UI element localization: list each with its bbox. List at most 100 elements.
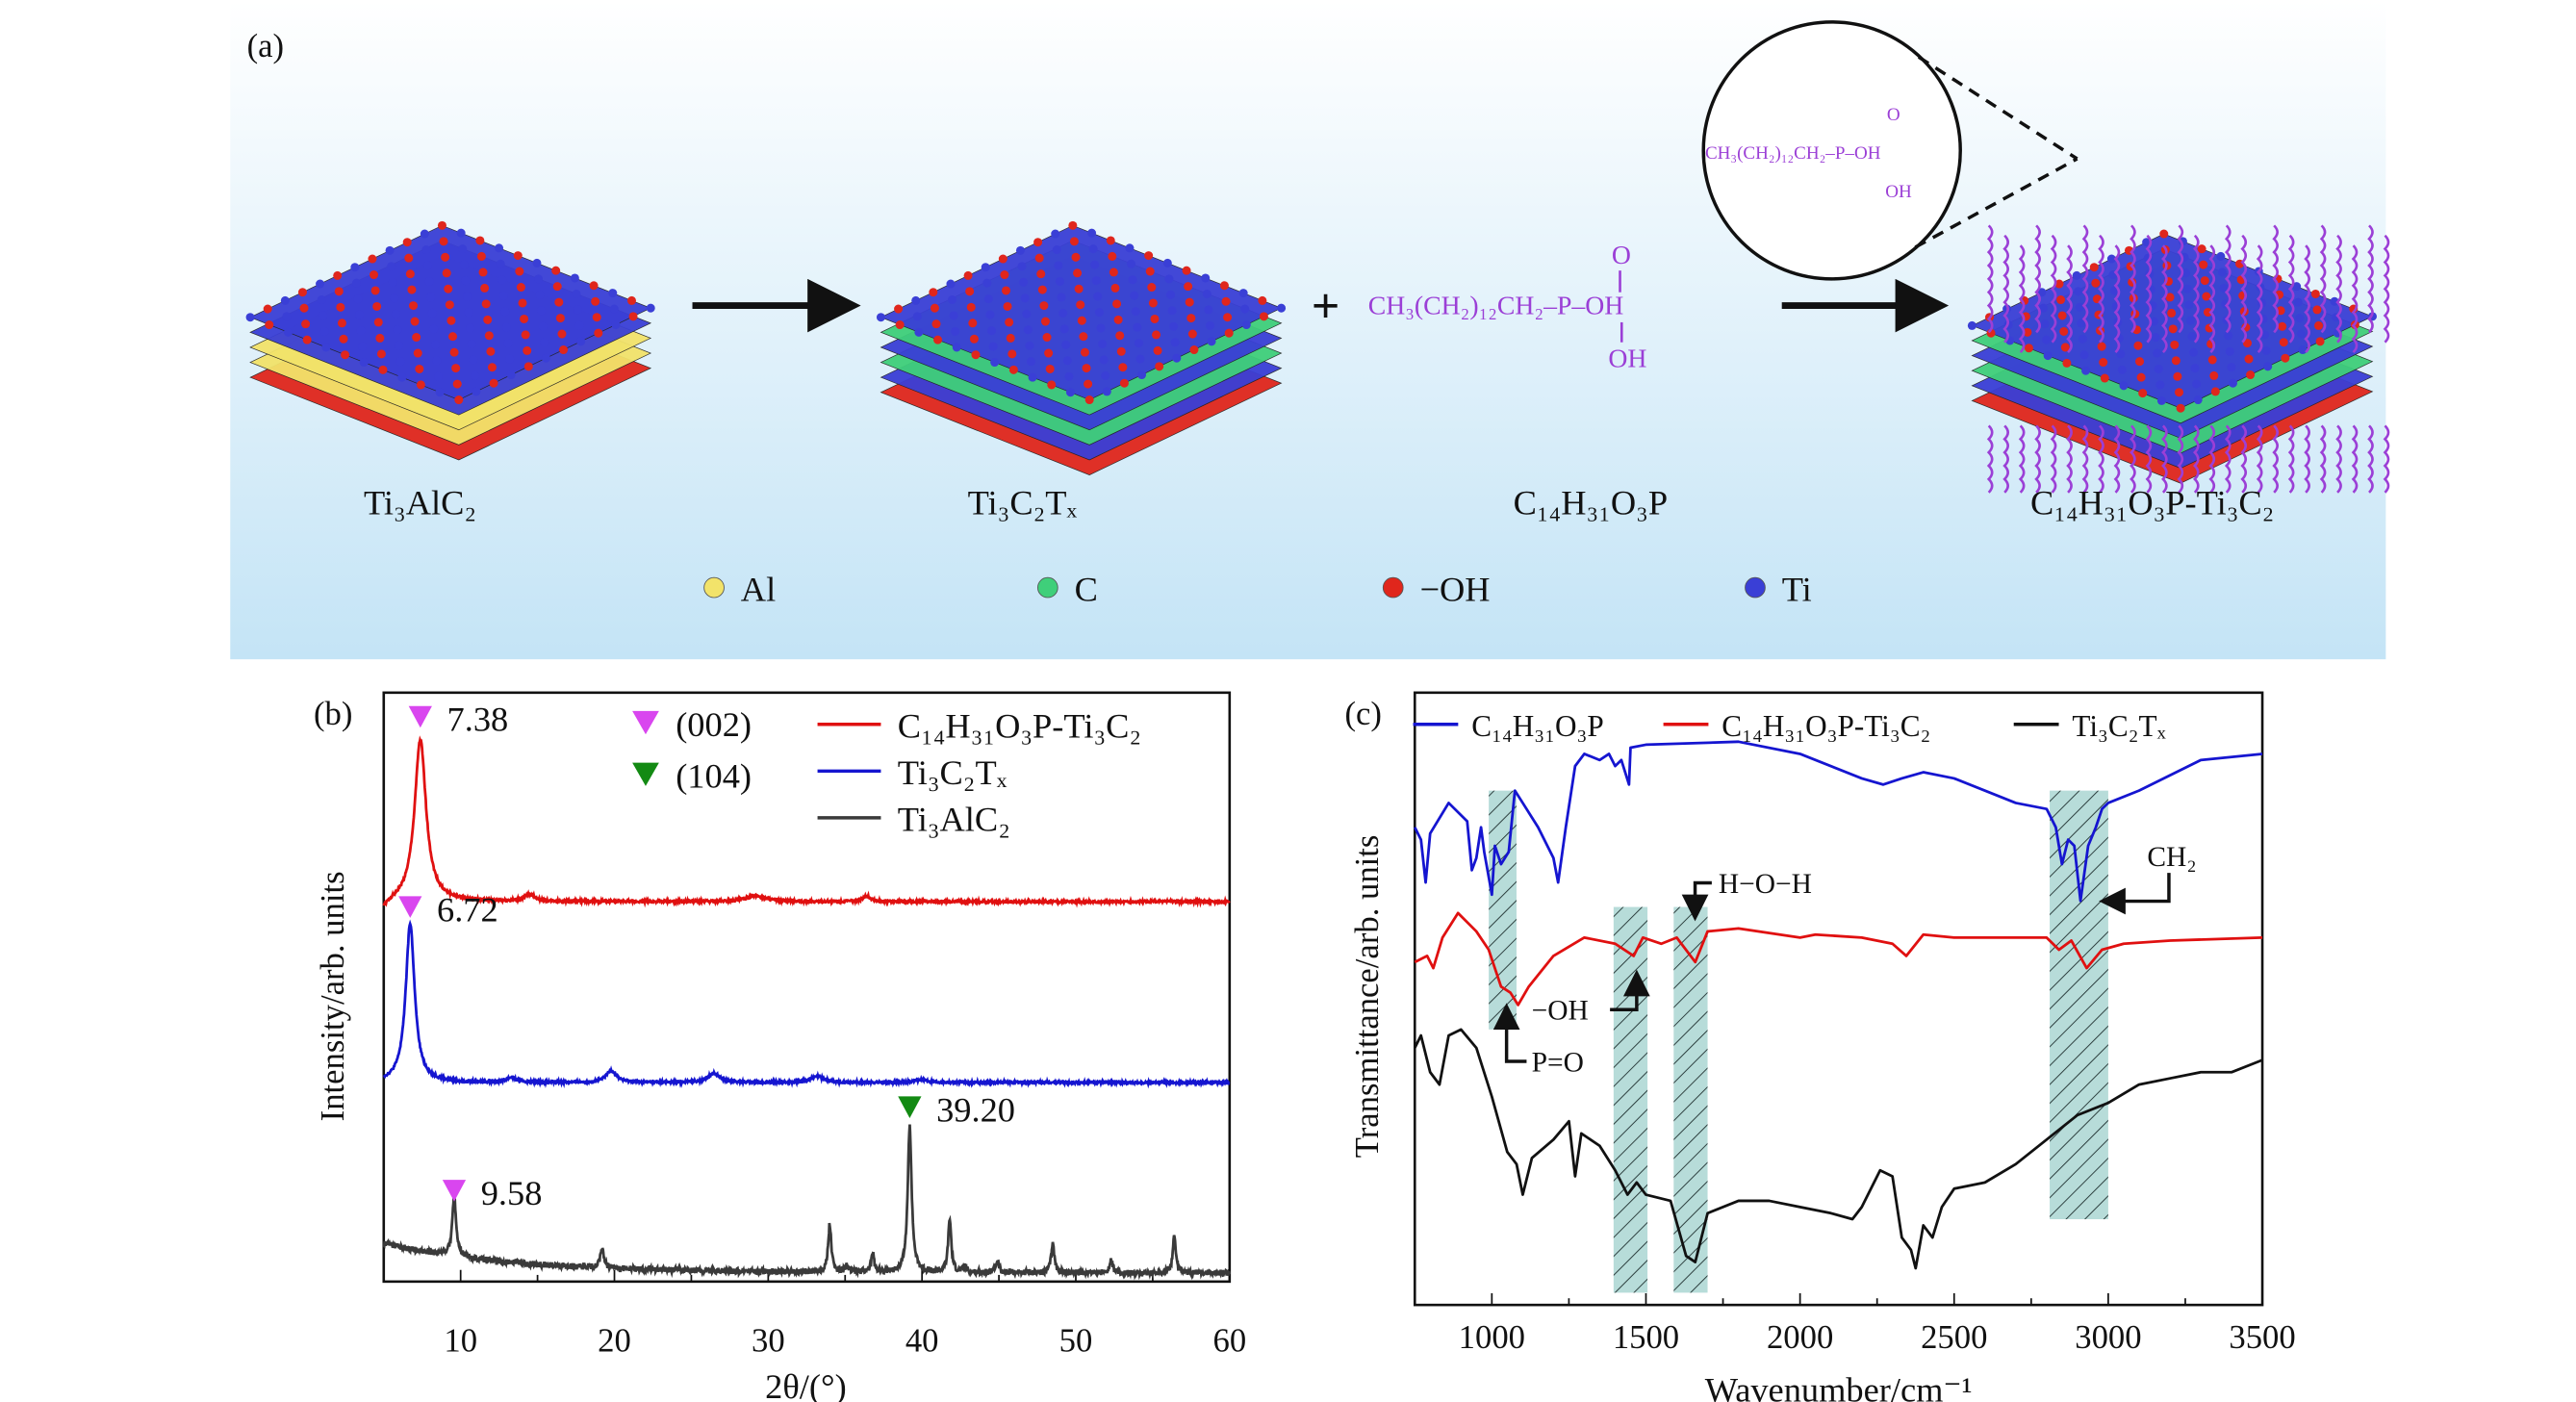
- atom: [2156, 395, 2166, 405]
- atom: [2133, 341, 2143, 350]
- molecule-chain: [2066, 424, 2073, 494]
- atom: [2310, 289, 2320, 298]
- atom: [1113, 315, 1123, 324]
- atom: [402, 238, 412, 247]
- material-labels: Ti₃AlC₂ Ti₃C₂Tₓ C₁₄H₃₁O₃P C₁₄H₃₁O₃P-Ti₃C…: [364, 483, 2274, 522]
- atom: [359, 358, 369, 368]
- atom: [2197, 244, 2206, 254]
- atom: [2312, 305, 2322, 315]
- molecule-chain: [2192, 424, 2200, 494]
- molecule-chain: [2034, 224, 2041, 334]
- x-tick-label: 3000: [2075, 1319, 2141, 1356]
- atom: [2314, 320, 2324, 330]
- atom: [1133, 322, 1142, 332]
- atom: [1185, 297, 1194, 307]
- atom: [1201, 273, 1211, 283]
- atom: [1062, 356, 1072, 366]
- atom: [2155, 380, 2165, 390]
- molecule-chain: [2351, 244, 2359, 354]
- x-tick-label: 60: [1212, 1323, 1246, 1360]
- atom: [372, 301, 382, 311]
- atom: [2099, 358, 2108, 368]
- atom: [2136, 372, 2146, 382]
- atom: [472, 387, 481, 396]
- atom: [988, 342, 998, 351]
- atom: [1080, 347, 1089, 357]
- atom: [2024, 344, 2033, 353]
- atom: [1055, 276, 1064, 286]
- atom: [1058, 308, 1068, 318]
- atom: [2295, 314, 2305, 323]
- series-line-0: [1414, 740, 2263, 903]
- atom: [2056, 295, 2066, 305]
- atom: [930, 303, 939, 313]
- molecule-chain: [2050, 234, 2057, 344]
- atom: [1076, 300, 1085, 310]
- atom: [1241, 320, 1251, 330]
- panel-b-label: (b): [314, 696, 352, 732]
- atom: [483, 315, 493, 324]
- callout-formula-chain: CH₃(CH₂)₁₂CH₂–P–OH: [1705, 143, 1881, 164]
- formula-chain: CH₃(CH₂)₁₂CH₂–P–OH: [1368, 291, 1624, 320]
- atom: [608, 289, 618, 298]
- atom: [503, 339, 513, 348]
- x-tick-label: 20: [598, 1323, 631, 1360]
- atom: [2202, 292, 2211, 301]
- atom: [341, 350, 350, 360]
- atom: [626, 295, 636, 305]
- po-arrow: [1492, 1003, 1527, 1063]
- atom: [969, 334, 979, 344]
- peak-label: 7.38: [447, 701, 509, 739]
- atom: [1172, 353, 1182, 363]
- atom: [370, 270, 379, 280]
- x-tick-label: 1000: [1459, 1319, 1525, 1356]
- x-tick-label: 40: [905, 1323, 939, 1360]
- x-tick-label: 30: [752, 1323, 785, 1360]
- atom: [1148, 298, 1158, 308]
- atom: [280, 295, 290, 305]
- atom: [516, 283, 525, 293]
- molecule-chain: [2130, 424, 2136, 494]
- atom: [1205, 320, 1214, 330]
- atom: [1069, 237, 1079, 246]
- x-tick-label: 10: [444, 1323, 477, 1360]
- atom: [1082, 364, 1091, 373]
- molecule-chain: [2351, 424, 2359, 494]
- atom: [1040, 317, 1050, 326]
- atom: [2200, 276, 2209, 286]
- atom: [2261, 345, 2271, 355]
- panel-c-label: (c): [1344, 696, 1381, 732]
- atom: [998, 254, 1007, 264]
- atom: [946, 279, 956, 289]
- molecule-chain: [2319, 224, 2327, 334]
- atom: [432, 356, 442, 366]
- atom: [385, 245, 395, 255]
- atom: [1061, 340, 1071, 349]
- atom: [495, 243, 504, 253]
- composite-structure: [1967, 224, 2390, 494]
- molecule-chain: [2098, 234, 2104, 344]
- atom: [410, 317, 420, 326]
- callout-formula-oh: OH: [1885, 182, 1912, 202]
- atom: [1101, 370, 1110, 380]
- molecule-chain: [2177, 224, 2184, 334]
- atom: [2135, 357, 2145, 367]
- atom: [412, 333, 421, 343]
- atom: [378, 365, 388, 374]
- atom: [534, 274, 544, 284]
- atom: [1240, 304, 1250, 314]
- legend-label: Ti₃C₂Tₓ: [2072, 709, 2166, 743]
- molecule-chain: [2208, 424, 2216, 494]
- atom: [1047, 380, 1057, 390]
- atom: [1967, 320, 1977, 330]
- ti3c2tx-structure: [876, 220, 1287, 475]
- atom: [355, 310, 365, 319]
- panel-c-ylabel: Transmittance/arb. units: [1349, 835, 1386, 1159]
- atom: [321, 343, 331, 352]
- atom: [387, 262, 396, 271]
- molecule-chain: [2081, 424, 2089, 494]
- atom: [1079, 332, 1088, 342]
- atom: [540, 338, 549, 347]
- atom: [551, 266, 561, 275]
- atom: [1147, 283, 1157, 293]
